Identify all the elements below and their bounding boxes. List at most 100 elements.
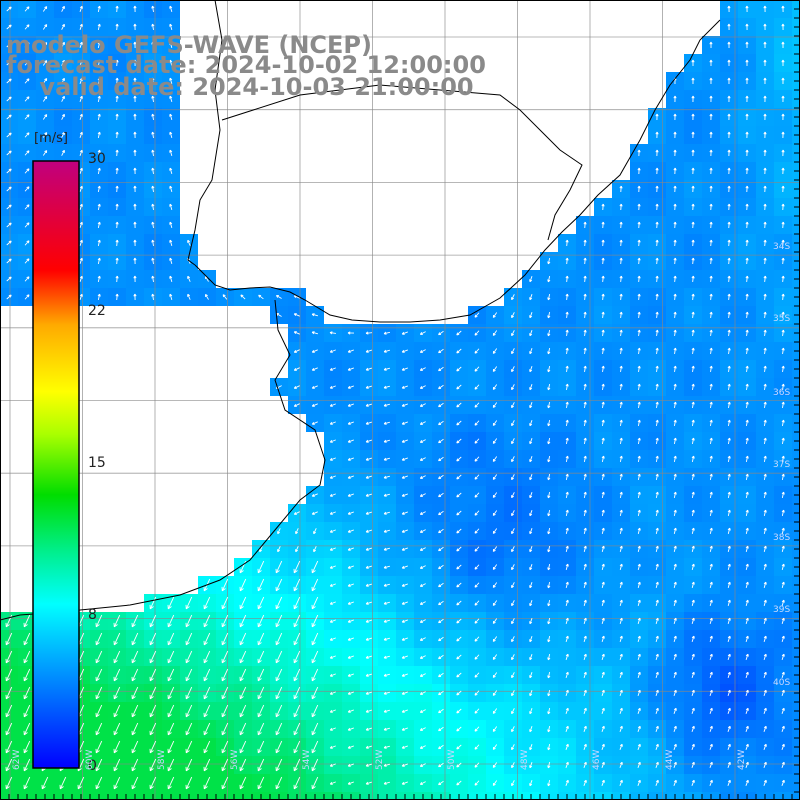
wind-arrow [492,420,498,426]
wind-arrow [24,240,30,246]
wind-arrow [492,726,498,732]
wind-arrow [149,686,157,700]
wind-arrow [746,401,748,409]
wind-arrow [420,385,426,389]
wind-arrow [79,258,83,264]
wind-arrow [5,668,13,682]
wind-arrow [709,708,713,714]
wind-arrow [511,348,515,354]
wind-arrow [584,347,586,355]
wind-arrow [383,367,391,371]
wind-arrow [601,509,605,517]
wind-arrow [781,527,785,535]
wind-arrow [637,780,641,786]
wind-arrow [6,42,12,48]
wind-arrow [221,776,229,790]
lon-label: 42W [737,749,747,770]
wind-arrow [366,691,372,695]
wind-arrow [619,726,623,732]
wind-arrow [257,686,265,700]
wind-arrow [275,722,283,736]
wind-arrow [438,330,444,336]
wind-arrow [311,614,319,628]
wind-arrow [365,332,373,334]
wind-arrow [277,528,281,534]
wind-arrow [565,545,569,553]
wind-arrow [692,275,694,283]
wind-arrow [438,474,444,480]
wind-arrow [167,668,175,682]
wind-arrow [149,668,157,682]
wind-arrow [691,780,695,786]
wind-arrow [169,239,173,247]
wind-arrow [529,654,533,660]
wind-arrow [456,654,462,660]
wind-arrow [474,744,480,750]
wind-arrow [529,672,533,678]
wind-arrow [257,596,265,610]
wind-arrow [185,758,193,772]
wind-arrow [547,329,551,337]
wind-arrow [656,419,658,427]
wind-arrow [781,563,785,571]
wind-arrow [167,722,175,736]
wind-arrow [547,581,551,589]
wind-arrow [152,257,154,265]
wind-arrow [728,419,730,427]
wind-arrow [167,686,175,700]
wind-arrow [438,726,444,732]
wind-arrows [5,5,785,790]
wind-arrow [583,762,587,768]
wind-arrow [691,762,695,768]
wind-arrow [116,293,118,301]
wind-arrow [547,779,551,787]
wind-arrow [61,24,65,30]
wind-arrow [547,383,551,391]
wind-arrow [330,781,336,785]
wind-arrow [312,385,318,389]
wind-arrow [727,726,731,732]
wind-arrow [673,780,677,786]
wind-arrow [5,758,13,772]
wind-arrow [692,347,694,355]
wind-arrow [257,668,265,682]
wind-arrow [474,438,480,444]
wind-arrow [116,257,118,265]
wind-arrow [456,636,462,642]
wind-arrow [239,686,247,700]
wind-arrow [23,632,31,646]
wind-arrow [257,740,265,754]
wind-arrow [24,294,30,300]
wind-arrow [619,762,623,768]
wind-arrow [257,632,265,646]
wind-arrow [79,222,83,228]
wind-arrow [79,60,83,66]
wind-arrow [348,421,354,425]
wind-arrow [601,762,605,768]
wind-arrow [565,491,569,499]
wind-arrow [6,186,12,192]
wind-arrow [366,457,372,461]
wind-arrow [383,565,391,569]
wind-arrow [638,239,640,247]
wind-arrow [5,722,13,736]
wind-arrow [420,475,426,479]
wind-arrow [61,150,65,156]
wind-arrow [6,204,12,210]
wind-arrow [420,421,426,425]
wind-arrow [583,545,587,553]
wind-arrow [566,419,568,427]
wind-arrow [97,149,101,157]
wind-arrow [293,632,301,646]
wind-arrow [511,636,515,642]
wind-arrow [348,781,354,785]
wind-arrow [547,707,551,715]
wind-arrow [781,509,785,517]
wind-arrow [348,745,354,749]
wind-arrow [547,599,551,607]
wind-arrow [311,686,319,700]
wind-arrow [782,329,784,337]
wind-arrow [152,185,154,193]
wind-arrow [456,708,462,714]
wind-arrow [710,365,712,373]
